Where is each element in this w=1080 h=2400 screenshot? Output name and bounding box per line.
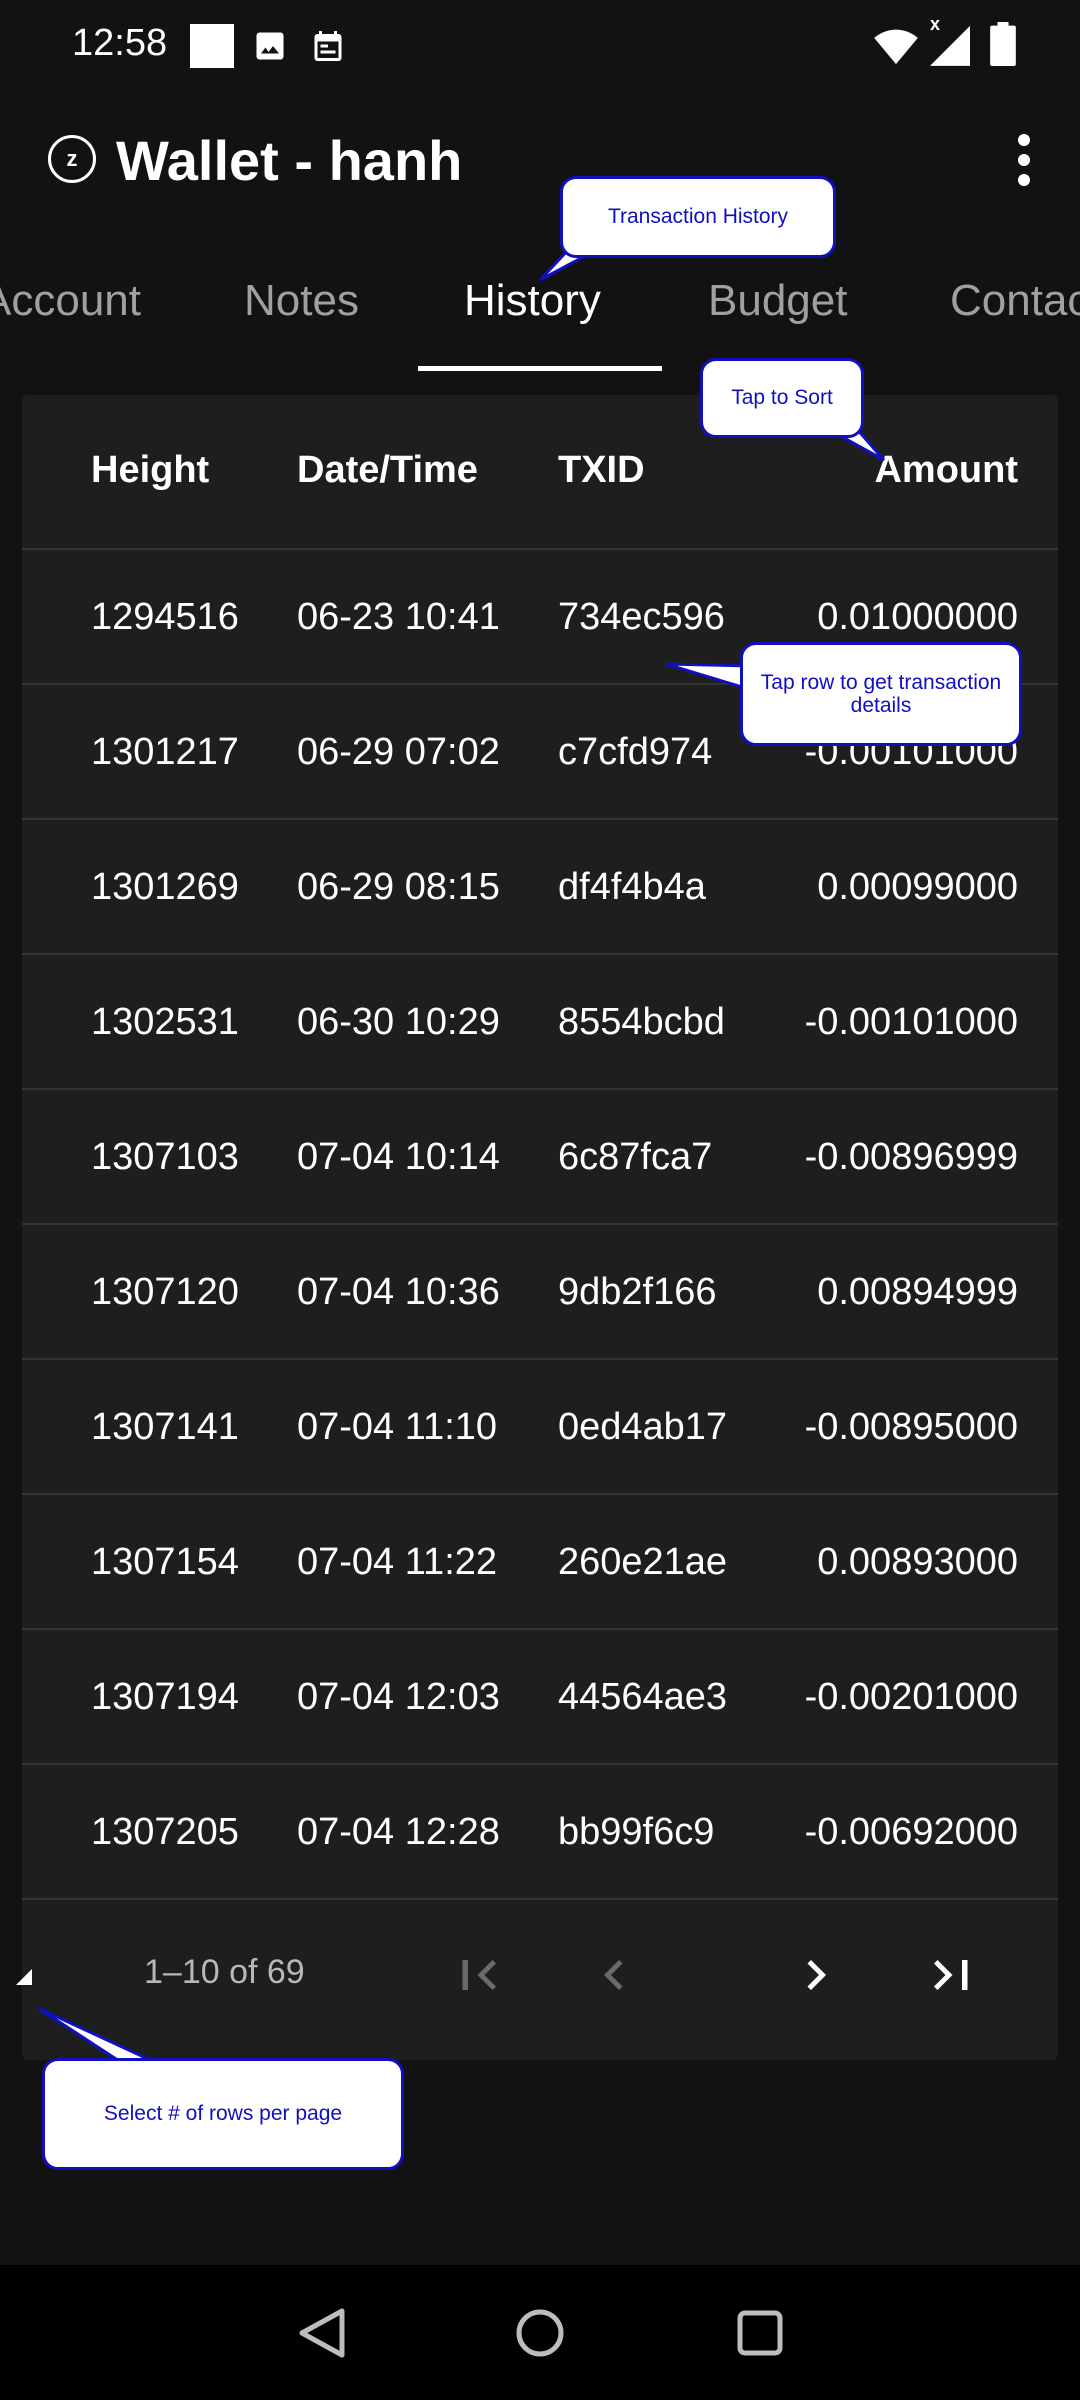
table-row[interactable]: 1307205 07-04 12:28 bb99f6c9 -0.00692000 <box>22 1765 1058 1900</box>
cell-amount: -0.00896999 <box>804 1136 1018 1178</box>
cell-height: 1294516 <box>91 596 239 638</box>
table-row[interactable]: 1301269 06-29 08:15 df4f4b4a 0.00099000 <box>22 820 1058 955</box>
cell-datetime: 07-04 10:14 <box>297 1136 500 1178</box>
white-square-icon <box>190 24 234 68</box>
cell-amount: 0.00099000 <box>817 866 1018 908</box>
tab-account[interactable]: Account <box>0 276 141 325</box>
tab-notes[interactable]: Notes <box>244 276 359 325</box>
cell-txid: 6c87fca7 <box>558 1136 713 1178</box>
table-header: Height Date/Time TXID Amount <box>22 395 1058 550</box>
cell-amount: -0.00101000 <box>804 1001 1018 1043</box>
cell-txid: c7cfd974 <box>558 731 713 773</box>
wallet-logo-icon: z <box>48 135 96 183</box>
back-icon[interactable] <box>294 2305 350 2361</box>
cell-height: 1307120 <box>91 1271 239 1313</box>
cell-datetime: 06-30 10:29 <box>297 1001 500 1043</box>
column-header-height[interactable]: Height <box>91 449 210 491</box>
page-title: Wallet - hanh <box>116 129 463 192</box>
table-row[interactable]: 1307141 07-04 11:10 0ed4ab17 -0.00895000 <box>22 1360 1058 1495</box>
column-header-amount[interactable]: Amount <box>874 449 1018 491</box>
rows-per-page-dropdown-icon[interactable] <box>16 1969 32 1985</box>
tooltip-rows-per-page: Select # of rows per page <box>42 2058 404 2170</box>
cell-amount: 0.00893000 <box>817 1541 1018 1583</box>
cell-datetime: 06-29 08:15 <box>297 866 500 908</box>
chevron-left-icon[interactable] <box>584 1945 644 2005</box>
wifi-icon <box>874 26 918 71</box>
cell-datetime: 07-04 11:22 <box>297 1541 498 1583</box>
cell-height: 1302531 <box>91 1001 239 1043</box>
tab-bar: Account Notes History Budget Contacts <box>0 250 1080 375</box>
cell-height: 1307154 <box>91 1541 239 1583</box>
tab-budget[interactable]: Budget <box>708 276 848 325</box>
signal-x-mark: x <box>930 14 941 34</box>
table-row[interactable]: 1307120 07-04 10:36 9db2f166 0.00894999 <box>22 1225 1058 1360</box>
status-bar: 12:58 x <box>0 0 1080 90</box>
tab-history[interactable]: History <box>464 276 601 325</box>
tab-contacts[interactable]: Contacts <box>950 276 1080 325</box>
cell-datetime: 06-23 10:41 <box>297 596 500 638</box>
cell-height: 1307205 <box>91 1811 239 1853</box>
cell-datetime: 07-04 11:10 <box>297 1406 498 1448</box>
battery-icon <box>990 22 1016 71</box>
cell-txid: 0ed4ab17 <box>558 1406 728 1448</box>
column-header-datetime[interactable]: Date/Time <box>297 449 478 491</box>
last-page-icon[interactable] <box>920 1945 980 2005</box>
tooltip-tap-row: Tap row to get transaction details <box>740 642 1022 746</box>
cell-amount: -0.00201000 <box>804 1676 1018 1718</box>
recents-icon[interactable] <box>732 2305 788 2361</box>
tooltip-transaction-history: Transaction History <box>560 176 836 258</box>
column-header-txid[interactable]: TXID <box>558 449 645 491</box>
cell-txid: bb99f6c9 <box>558 1811 715 1853</box>
page-range-label: 1–10 of 69 <box>144 1953 305 1991</box>
signal-icon: x <box>930 14 970 71</box>
cell-datetime: 07-04 12:28 <box>297 1811 500 1853</box>
cell-height: 1307103 <box>91 1136 239 1178</box>
cell-amount: -0.00895000 <box>804 1406 1018 1448</box>
table-row[interactable]: 1307103 07-04 10:14 6c87fca7 -0.00896999 <box>22 1090 1058 1225</box>
home-icon[interactable] <box>512 2305 568 2361</box>
cell-datetime: 06-29 07:02 <box>297 731 500 773</box>
pagination: 1–10 of 69 <box>16 1905 1058 2060</box>
cell-txid: 9db2f166 <box>558 1271 717 1313</box>
cell-height: 1307194 <box>91 1676 239 1718</box>
chevron-right-icon[interactable] <box>786 1945 846 2005</box>
calendar-icon <box>310 28 346 69</box>
cell-amount: 0.01000000 <box>817 596 1018 638</box>
first-page-icon[interactable] <box>450 1945 510 2005</box>
cell-txid: 8554bcbd <box>558 1001 725 1043</box>
cell-datetime: 07-04 12:03 <box>297 1676 500 1718</box>
more-vert-icon[interactable] <box>1004 130 1044 190</box>
cell-height: 1301269 <box>91 866 239 908</box>
status-time: 12:58 <box>72 22 168 64</box>
table-row[interactable]: 1307194 07-04 12:03 44564ae3 -0.00201000 <box>22 1630 1058 1765</box>
cell-height: 1307141 <box>91 1406 239 1448</box>
cell-txid: 44564ae3 <box>558 1676 728 1718</box>
cell-txid: df4f4b4a <box>558 866 706 908</box>
tab-indicator <box>418 366 662 371</box>
cell-txid: 734ec596 <box>558 596 725 638</box>
cell-height: 1301217 <box>91 731 239 773</box>
cell-amount: -0.00692000 <box>804 1811 1018 1853</box>
cell-amount: 0.00894999 <box>817 1271 1018 1313</box>
app-bar: z Wallet - hanh <box>0 100 1080 220</box>
image-icon <box>252 28 288 69</box>
tooltip-tap-to-sort: Tap to Sort <box>700 358 864 438</box>
cell-datetime: 07-04 10:36 <box>297 1271 500 1313</box>
table-row[interactable]: 1307154 07-04 11:22 260e21ae 0.00893000 <box>22 1495 1058 1630</box>
system-nav-bar <box>0 2265 1080 2400</box>
cell-txid: 260e21ae <box>558 1541 728 1583</box>
table-row[interactable]: 1294516 06-23 10:41 734ec596 0.01000000 <box>22 550 1058 685</box>
table-row[interactable]: 1302531 06-30 10:29 8554bcbd -0.00101000 <box>22 955 1058 1090</box>
